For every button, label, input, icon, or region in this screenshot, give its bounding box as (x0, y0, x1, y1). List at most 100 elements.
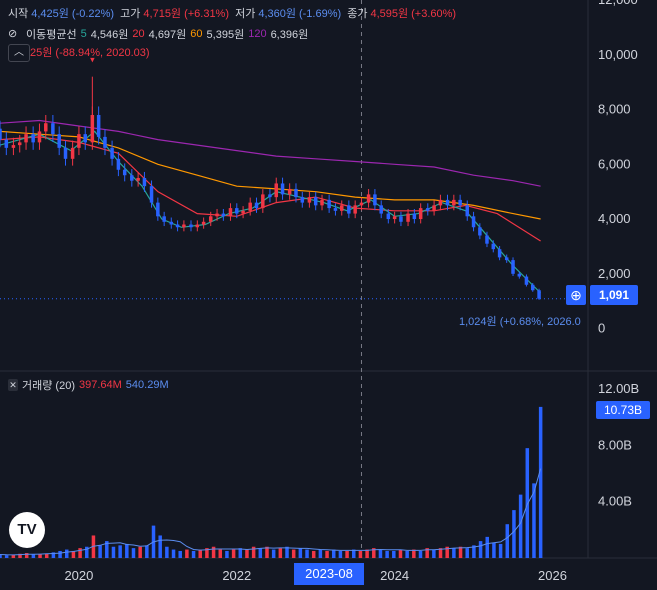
volume-bar (58, 550, 62, 558)
candle-body (241, 210, 245, 214)
x-tick-label: 2022 (222, 568, 251, 583)
chevron-up-icon[interactable]: ︿ (8, 44, 30, 62)
volume-bar (91, 535, 96, 558)
volume-bar (318, 549, 323, 558)
candle-body (37, 131, 42, 143)
volume-bar (185, 549, 189, 558)
candle-body (504, 257, 509, 261)
candle-body (471, 216, 476, 228)
low-label: 저가 (235, 8, 256, 20)
candle-body (426, 208, 430, 211)
candle-body (156, 202, 160, 217)
volume-bar (472, 545, 476, 558)
candle-body (70, 147, 75, 159)
candle-body (142, 177, 147, 187)
volume-bar (452, 548, 456, 558)
y-tick-label: 10,000 (598, 47, 638, 62)
candle-body (524, 276, 529, 285)
candle-body (116, 158, 121, 170)
candle-body (122, 169, 127, 176)
volume-bar (285, 546, 289, 558)
volume-y-tick-label: 12.00B (598, 381, 639, 396)
volume-bar (298, 548, 303, 558)
volume-ma-line (0, 468, 542, 556)
candle-body (300, 197, 305, 203)
candle-body (359, 202, 364, 206)
volume-bar (258, 548, 263, 558)
volume-bar (218, 549, 223, 558)
y-tick-label: 12,000 (598, 0, 638, 7)
candle-body (353, 205, 357, 214)
volume-label: 거래량 (20) (22, 380, 75, 392)
volume-bar (538, 406, 543, 558)
last-price-label: 1,024원 (+0.68%, 2026.0 (459, 316, 581, 328)
candle-body (103, 136, 107, 148)
candle-body (136, 177, 140, 181)
candle-body (432, 205, 436, 211)
candle-body (379, 205, 383, 214)
volume-bar (518, 494, 523, 558)
volume-bar (231, 549, 236, 558)
volume-bar (392, 550, 396, 558)
volume-bar (331, 549, 336, 558)
ma20-value: 4,697원 (148, 29, 187, 41)
ma60-value: 5,395원 (206, 29, 245, 41)
candle-body (235, 208, 239, 214)
y-tick-label: 0 (598, 321, 605, 336)
candle-body (248, 202, 252, 211)
volume-bar (405, 550, 409, 558)
y-tick-label: 8,000 (598, 102, 631, 117)
ma-legend[interactable]: ⊘ 이동평균선 5 4,546원 20 4,697원 60 5,395원 120 6,3… (8, 26, 308, 42)
candle-body (169, 221, 174, 225)
candle-body (221, 213, 226, 217)
candle-body (517, 273, 522, 277)
eye-off-icon[interactable]: ⊘ (8, 28, 18, 40)
candle-body (386, 213, 391, 220)
volume-bar (512, 510, 516, 558)
candle-body (175, 224, 180, 228)
candle-body (254, 202, 259, 209)
volume-bar (178, 550, 182, 558)
y-tick-label: 4,000 (598, 211, 631, 226)
candle-body (4, 139, 9, 148)
volume-bar (245, 549, 249, 558)
candle-body (130, 175, 134, 181)
candle-body (17, 142, 22, 146)
volume-bar (458, 546, 463, 558)
close-label: 종가 (347, 8, 368, 20)
candle-body (51, 123, 55, 135)
candle-body (0, 128, 2, 140)
volume-v2: 540.29M (125, 379, 169, 391)
candle-body (44, 123, 48, 132)
volume-bar (198, 549, 202, 558)
volume-bar (18, 553, 22, 558)
volume-bar (85, 546, 89, 558)
close-icon[interactable]: ✕ (8, 379, 18, 391)
volume-bar (125, 543, 129, 558)
candle-body (215, 213, 219, 217)
volume-bar (365, 549, 369, 558)
volume-bar (532, 483, 536, 558)
high-marker-arrow: ▾ (90, 55, 95, 65)
plus-icon[interactable]: ⊕ (566, 285, 586, 305)
close-change: (+3.60%) (411, 8, 457, 20)
candle-body (201, 221, 206, 225)
volume-bar (311, 550, 316, 558)
candle-body (340, 205, 344, 211)
volume-bar (38, 554, 42, 558)
candle-body (280, 183, 285, 195)
volume-bar (118, 545, 122, 558)
volume-bar (418, 550, 423, 558)
y-tick-label: 2,000 (598, 266, 631, 281)
close-value: 4,595원 (370, 8, 409, 20)
volume-bar (498, 543, 503, 558)
volume-bar (205, 548, 209, 558)
open-change: (-0.22%) (71, 8, 115, 20)
candle-body (274, 183, 278, 198)
volume-bar (338, 550, 343, 558)
candle-body (537, 290, 541, 299)
volume-legend[interactable]: ✕ 거래량 (20) 397.64M 540.29M (8, 377, 169, 393)
candle-body (327, 199, 331, 209)
